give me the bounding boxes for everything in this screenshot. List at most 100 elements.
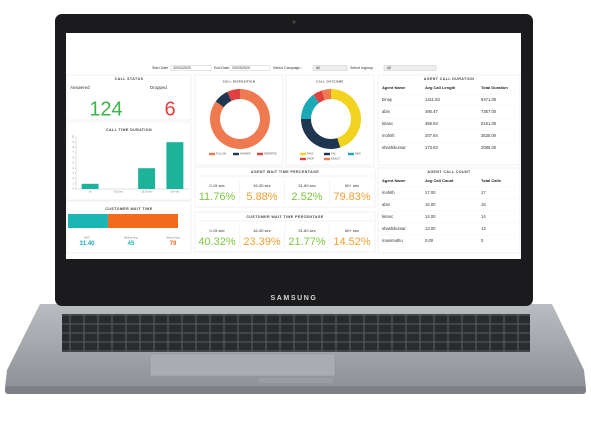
webcam [292, 20, 296, 24]
panel-title: CUSTOMER WAIT TIME [105, 207, 152, 211]
table-cell: mohith [382, 133, 395, 138]
touchpad-button [258, 378, 333, 383]
pct-label: 31-60 sec [298, 183, 316, 188]
table-cell: manimuthu [382, 238, 403, 243]
panel-title: CUSTOMER WAIT TIME PERCENTAGE [246, 215, 324, 219]
panel-title: CALL STATUS [115, 77, 144, 81]
table-cell: 3535.00 [481, 133, 497, 138]
legend-swatch [209, 152, 215, 156]
table-header: Total Calls [481, 178, 502, 183]
table-cell: 14 [481, 214, 486, 219]
touchpad [149, 353, 336, 377]
table-cell: 207.94 [425, 133, 438, 138]
stat-label: AVG [84, 236, 90, 240]
y-tick-label: 9 [73, 141, 75, 144]
dropdown-value: All [387, 66, 391, 70]
x-tick-label: 60+ sec [171, 191, 180, 194]
date-value: 20/03/2020 [173, 66, 191, 70]
legend-label: FOLLOW [216, 153, 227, 156]
pct-value: 23.39% [243, 236, 281, 248]
legend-label: REJECT [331, 158, 341, 161]
filter-label: End Date [214, 66, 229, 70]
y-tick-label: 4 [73, 167, 75, 170]
donut-segment [301, 119, 341, 149]
table-cell: 8471.00 [481, 97, 497, 102]
y-tick-label: 2 [73, 177, 75, 180]
table-cell: 15 [481, 202, 486, 207]
table-cell: abin [382, 109, 391, 114]
stat-label: Below Avg [124, 236, 137, 240]
panel-title: AGENT CALL COUNT [427, 170, 471, 174]
bar-segment [68, 214, 108, 228]
table-cell: 14.00 [425, 214, 436, 219]
x-tick-label: 0-15 sec [114, 191, 124, 194]
panel [66, 74, 192, 121]
legend-swatch [324, 152, 330, 156]
donut-segment [210, 89, 271, 149]
pct-label: 0-15 sec [209, 228, 224, 233]
panel [377, 74, 521, 166]
laptop-edge [5, 386, 586, 394]
table-cell: shashikumar [382, 145, 406, 150]
y-tick-label: 7 [73, 151, 75, 154]
panel-title: CALL OUTCOME [316, 80, 343, 84]
table-cell: 7357.00 [481, 109, 497, 114]
table-cell: 0 [481, 238, 484, 243]
donut-segment [331, 89, 361, 148]
legend-label: PASS [307, 153, 314, 156]
table-cell: 366.84 [425, 121, 438, 126]
table-cell: 490.47 [425, 109, 438, 114]
dropdown-value: All [316, 66, 320, 70]
pct-value: 11.76% [199, 191, 236, 203]
filter-label: Select Campaign : [273, 66, 302, 70]
keyboard [62, 314, 530, 352]
bar [166, 142, 184, 189]
dropdown[interactable] [312, 65, 348, 71]
panel [377, 167, 521, 254]
table-header: Total Duration [481, 85, 508, 90]
table-cell: 0.00 [425, 238, 434, 243]
table-cell: 2086.00 [481, 145, 497, 150]
y-tick-label: 3 [73, 172, 75, 175]
legend-label: DROP [307, 158, 314, 161]
pct-label: 16-30 sec [253, 228, 271, 233]
brand-logo: SAMSUNG [271, 295, 318, 302]
table-header: Avg Call Length [425, 85, 456, 90]
pct-value: 40.32% [198, 236, 236, 248]
table-cell: 17.00 [425, 190, 436, 195]
y-tick-label: 1 [73, 182, 75, 185]
donut-segment [321, 89, 331, 100]
y-tick-label: 6 [73, 156, 75, 159]
table-cell: mohith [382, 190, 395, 195]
panel-title: CALL DISPOSITION [223, 80, 256, 84]
dropdown[interactable] [383, 65, 437, 71]
pct-label: 60+ sec [345, 228, 359, 233]
donut-segment [301, 94, 320, 119]
table-header: Agent Name [382, 85, 406, 90]
pct-label: 60+ sec [345, 183, 359, 188]
filter-label: Start Date [152, 66, 168, 70]
table-cell: abin [382, 202, 391, 207]
panel-title: AGENT WAIT TIME PERCENTAGE [251, 170, 319, 174]
dashboard: Start Date 20/03/2020 End Date 20/03/2020 Se… [66, 65, 521, 254]
panel [194, 211, 376, 253]
status-value: 6 [164, 98, 175, 120]
x-tick-label: 0s [89, 191, 92, 194]
y-tick-label: 8 [73, 146, 75, 149]
legend-swatch [300, 152, 306, 156]
legend-label: ANSWER [240, 153, 251, 156]
legend-swatch [324, 157, 330, 161]
filter-label: Select Ingroup : [350, 66, 375, 70]
legend-label: FAIL [331, 153, 337, 156]
pct-value: 5.88% [246, 191, 277, 203]
status-value: 124 [89, 98, 122, 120]
legend-swatch [233, 152, 239, 156]
legend-swatch [348, 152, 354, 156]
status-label: Answered [70, 85, 90, 90]
donut-segment [215, 91, 232, 108]
panel [194, 166, 376, 208]
pct-label: 0-15 sec [209, 183, 224, 188]
legend-label: NEW [355, 153, 361, 156]
table-cell: shashikumar [382, 226, 406, 231]
